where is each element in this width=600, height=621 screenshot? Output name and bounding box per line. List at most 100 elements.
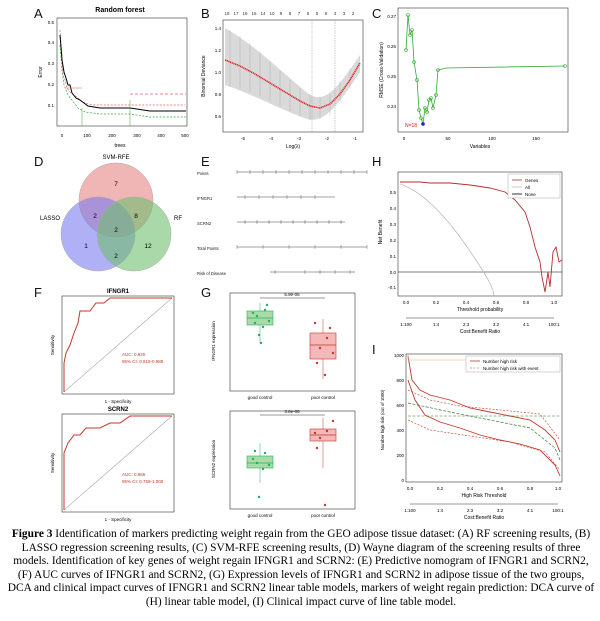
panel-g: G 5.9e-06 IFNGR1 expression good control… (195, 283, 370, 523)
panel-i-legend-item: Number high risk (483, 359, 518, 364)
roc1-xlabel: 1 - Specificity (105, 399, 133, 404)
panel-b-ytick: 1.0 (215, 70, 222, 75)
panel-a-xlabel: trees (114, 143, 126, 149)
roc2-ylabel: Sensitivity (50, 452, 55, 473)
panel-c-plot: RMSE (Cross-Validation) Variables 0.24 0… (379, 7, 569, 150)
panel-e-nomogram: Points IFNGR1 SCRN2 Total Points Risk of… (197, 170, 368, 276)
panel-i-xlabel2: Cost:Benefit Ratio (464, 515, 505, 521)
venn-set-rf (96, 196, 172, 272)
panel-i-plot: Number high risk (out of 1000) 0 200 400… (380, 353, 564, 521)
panel-i: I Number high risk (out of 1000) 0 200 4… (370, 340, 600, 525)
box2-group-label: poor control (311, 513, 335, 518)
roc2-auc: AUC: 0.866 (122, 472, 146, 477)
panel-c-letter: C (372, 6, 382, 21)
panel-i-ytick: 0 (401, 478, 404, 483)
panel-b-top-tick: 7 (298, 11, 301, 16)
panel-c-xtick: 50 (445, 136, 451, 141)
panel-h-ytick: 0.5 (390, 190, 397, 195)
roc2-title: SCRN2 (108, 407, 129, 413)
panel-a-ytick: 0.2 (48, 82, 55, 87)
figure-caption-text: Identification of markers predicting wei… (7, 528, 595, 608)
panel-h-xlabel2: Cost:Benefit Ratio (460, 329, 501, 335)
roc2-xlabel: 1 - Specificity (105, 517, 133, 522)
panel-i-ytick: 1000 (394, 353, 405, 358)
panel-c-ytick: 0.25 (387, 74, 396, 79)
panel-h-xtick: 0.6 (493, 300, 500, 305)
panel-h-ylabel: Net Benefit (378, 219, 384, 244)
panel-h: H Net Benefit -0.1 0.0 0.1 0.2 0.3 0.4 0… (370, 152, 600, 337)
panel-h-xtick: 0.8 (523, 300, 530, 305)
box2-pvalue: 3.6e-06 (284, 409, 300, 414)
panel-h-xtick: 0.0 (403, 300, 410, 305)
panel-g-plots: 5.9e-06 IFNGR1 expression good control p… (211, 292, 356, 518)
panel-h-ytick: 0.2 (390, 238, 397, 243)
panel-c-ytick: 0.27 (387, 14, 396, 19)
panel-b-ytick: 1.2 (215, 48, 222, 53)
panel-c-ytick: 0.26 (387, 44, 396, 49)
panel-a-xtick: 200 (108, 133, 116, 138)
roc1-auc: AUC: 0.920 (122, 352, 146, 357)
panel-a-title: Random forest (95, 7, 145, 14)
panel-b-xtick: -2 (325, 136, 329, 141)
panel-h-ytick: 0.4 (390, 206, 397, 211)
panel-i-xtick: 0.2 (437, 486, 444, 491)
panel-b-top-tick: 16 (242, 11, 248, 16)
panel-a-ylabel: Error (38, 66, 44, 77)
box2-ylabel: SCRN2 expression (211, 439, 216, 478)
panel-b-xlabel: Log(λ) (286, 144, 301, 150)
panel-b-top-tick: 14 (260, 11, 266, 16)
box1-group-label: poor control (311, 395, 335, 400)
panel-c-xlabel: Variables (470, 144, 491, 150)
panel-b-letter: B (201, 6, 210, 21)
nomogram-row-label: IFNGR1 (197, 196, 213, 201)
panel-i-cb-tick: 2:3 (467, 508, 474, 513)
panel-h-ytick: -0.1 (388, 285, 396, 290)
panel-b-xtick: -5 (241, 136, 245, 141)
box2-group-label: good control (248, 513, 273, 518)
panel-i-ylabel: Number high risk (out of 1000) (380, 389, 385, 450)
venn-count: 2 (93, 213, 97, 220)
panel-h-xtick: 1.0 (551, 300, 558, 305)
panel-i-letter: I (372, 342, 376, 357)
panel-i-legend-item: Number high risk with event (483, 366, 539, 371)
panel-h-cb-tick: 100:1 (548, 322, 560, 327)
venn-count: 2 (114, 227, 118, 234)
panel-i-cb-tick: 100:1 (552, 508, 564, 513)
panel-d: D SVM-RFE LASSO RF 7 1 12 2 8 2 2 (0, 152, 200, 292)
panel-b-top-tick: 4 (334, 11, 337, 16)
panel-i-cb-tick: 4:1 (527, 508, 534, 513)
panel-h-legend-item: Genes (525, 178, 539, 183)
panel-h-ytick: 0.0 (390, 270, 397, 275)
panel-h-cb-tick: 1:100 (400, 322, 412, 327)
panel-b-top-tick: 18 (224, 11, 230, 16)
panel-a-xtick: 400 (157, 133, 165, 138)
panel-h-cb-tick: 3:2 (493, 322, 500, 327)
panel-h-cb-tick: 4:1 (523, 322, 530, 327)
panel-d-venn: SVM-RFE LASSO RF 7 1 12 2 8 2 2 (40, 155, 182, 272)
nomogram-row-label: Total Points (197, 246, 219, 251)
roc1-ci: 95% CI: 0.816-0.988 (122, 359, 164, 364)
panel-a-ytick: 0.3 (48, 61, 55, 66)
panel-b-xtick: -4 (269, 136, 273, 141)
nomogram-row-label: Points (197, 171, 209, 176)
panel-i-xtick: 0.6 (497, 486, 504, 491)
panel-i-ytick: 400 (396, 428, 404, 433)
panel-a-xtick: 500 (181, 133, 189, 138)
roc1-title: IFNGR1 (107, 289, 130, 295)
panel-b-xtick: -1 (353, 136, 357, 141)
panel-h-cb-tick: 1:4 (433, 322, 440, 327)
panel-i-xtick: 0.0 (407, 486, 414, 491)
panel-i-cb-tick: 1:4 (437, 508, 444, 513)
venn-count: 2 (114, 253, 118, 260)
venn-count: 1 (84, 243, 88, 250)
panel-c-xtick: 100 (488, 136, 496, 141)
roc1-ylabel: Sensitivity (50, 334, 55, 355)
panel-i-ytick: 200 (396, 453, 404, 458)
panel-b-top-tick: 17 (233, 11, 239, 16)
panel-a-xtick: 100 (83, 133, 91, 138)
roc2-ci: 95% CI: 0.759-1.000 (122, 479, 164, 484)
panel-b-ytick: 0.8 (215, 92, 222, 97)
panel-b-xtick: -3 (297, 136, 301, 141)
venn-label-rf: RF (174, 216, 182, 222)
box1-group-label: good control (248, 395, 273, 400)
